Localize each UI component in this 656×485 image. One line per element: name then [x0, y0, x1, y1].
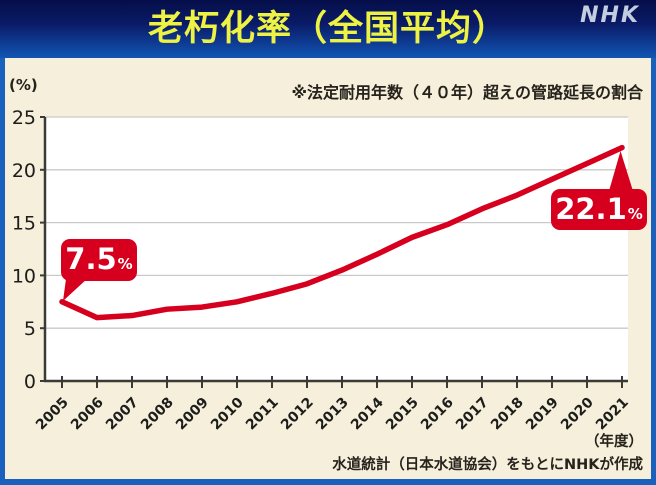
source-credit: 水道統計（日本水道協会）をもとにNHKが作成 [332, 457, 643, 473]
nhk-logo: NHK [580, 3, 640, 28]
svg-text:2005: 2005 [33, 395, 72, 434]
chart-definition-note: ※法定耐用年数（４０年）超えの管路延長の割合 [291, 83, 643, 102]
svg-text:20: 20 [12, 160, 36, 182]
svg-text:15: 15 [12, 213, 36, 235]
page-title: 老朽化率（全国平均） [147, 9, 508, 49]
svg-text:2009: 2009 [173, 395, 212, 434]
svg-text:2017: 2017 [453, 395, 492, 434]
svg-text:2014: 2014 [348, 394, 387, 433]
svg-text:2007: 2007 [103, 395, 142, 434]
svg-text:2018: 2018 [488, 395, 527, 434]
annotation-2021-unit: % [627, 205, 643, 223]
annotation-2021-value: 22.1 [555, 192, 627, 226]
annotation-2005-unit: % [117, 255, 133, 273]
svg-text:25: 25 [12, 107, 36, 129]
svg-text:2012: 2012 [278, 395, 317, 434]
y-axis-unit-label: (%) [9, 76, 38, 94]
svg-text:5: 5 [24, 318, 36, 340]
svg-text:0: 0 [24, 371, 36, 393]
annotation-2005-value: 7.5 [65, 242, 117, 276]
svg-text:2008: 2008 [138, 395, 177, 434]
svg-text:2013: 2013 [313, 395, 352, 434]
header: 老朽化率（全国平均） NHK [0, 0, 656, 58]
annotation-2005-callout: 7.5% [61, 239, 137, 301]
svg-text:2019: 2019 [523, 395, 562, 434]
svg-text:10: 10 [12, 265, 36, 287]
x-axis-unit-label: （年度） [585, 434, 643, 450]
svg-text:2010: 2010 [208, 394, 247, 433]
svg-text:2015: 2015 [383, 395, 422, 434]
svg-text:2016: 2016 [418, 395, 457, 434]
svg-text:2006: 2006 [68, 395, 107, 434]
annotation-2021-callout: 22.1% [551, 151, 647, 230]
svg-text:2020: 2020 [558, 394, 597, 433]
svg-text:2011: 2011 [243, 395, 282, 434]
svg-text:2021: 2021 [593, 395, 632, 434]
